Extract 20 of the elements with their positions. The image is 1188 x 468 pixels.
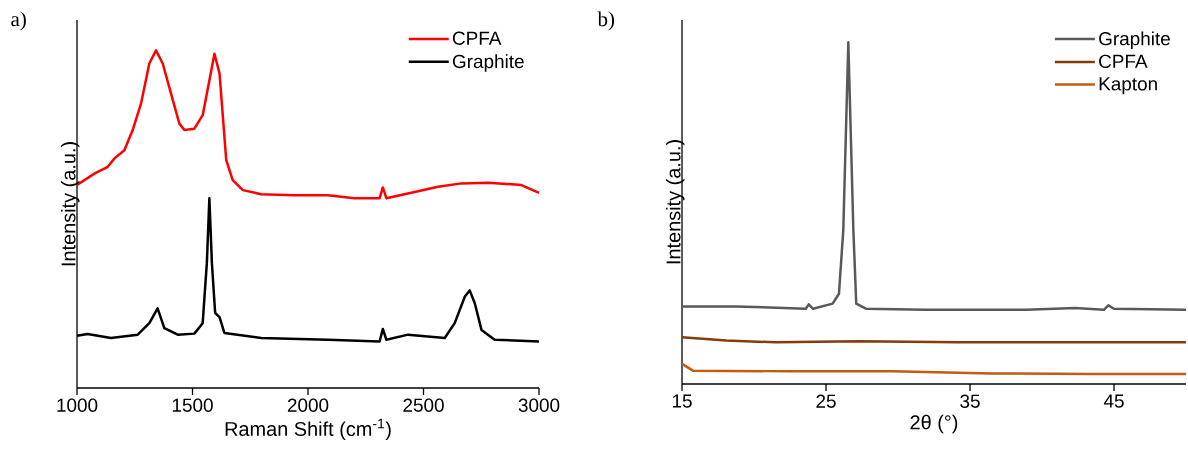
legend-label: CPFA bbox=[1099, 54, 1148, 69]
legend-label: Graphite bbox=[1099, 31, 1170, 50]
x-tick-label: 1500 bbox=[172, 398, 213, 412]
x-tick-label: 25 bbox=[816, 394, 836, 408]
x-tick-label: 15 bbox=[672, 394, 692, 408]
legend-label: CPFA bbox=[452, 31, 502, 45]
legend-label: Kapton bbox=[1099, 77, 1157, 95]
x-axis-title: 2θ (°) bbox=[910, 414, 958, 434]
text: a) bbox=[11, 11, 26, 31]
x-tick-label: 2500 bbox=[403, 398, 444, 412]
x-axis-title: Raman Shift (cm$^{-1}$) bbox=[225, 418, 391, 440]
x-tick-label: 45 bbox=[1103, 394, 1124, 408]
y-axis-title: Intensity (a.u.) bbox=[665, 140, 685, 264]
x-tick-label: 35 bbox=[960, 394, 980, 408]
x-tick-label: 3000 bbox=[518, 398, 560, 412]
text: b) bbox=[597, 11, 615, 31]
x-tick-label: 2000 bbox=[287, 398, 329, 412]
x-tick-label: 1000 bbox=[57, 398, 98, 412]
y-axis-title: Intensity (a.u.) bbox=[60, 142, 80, 266]
legend-label: Graphite bbox=[452, 54, 524, 72]
